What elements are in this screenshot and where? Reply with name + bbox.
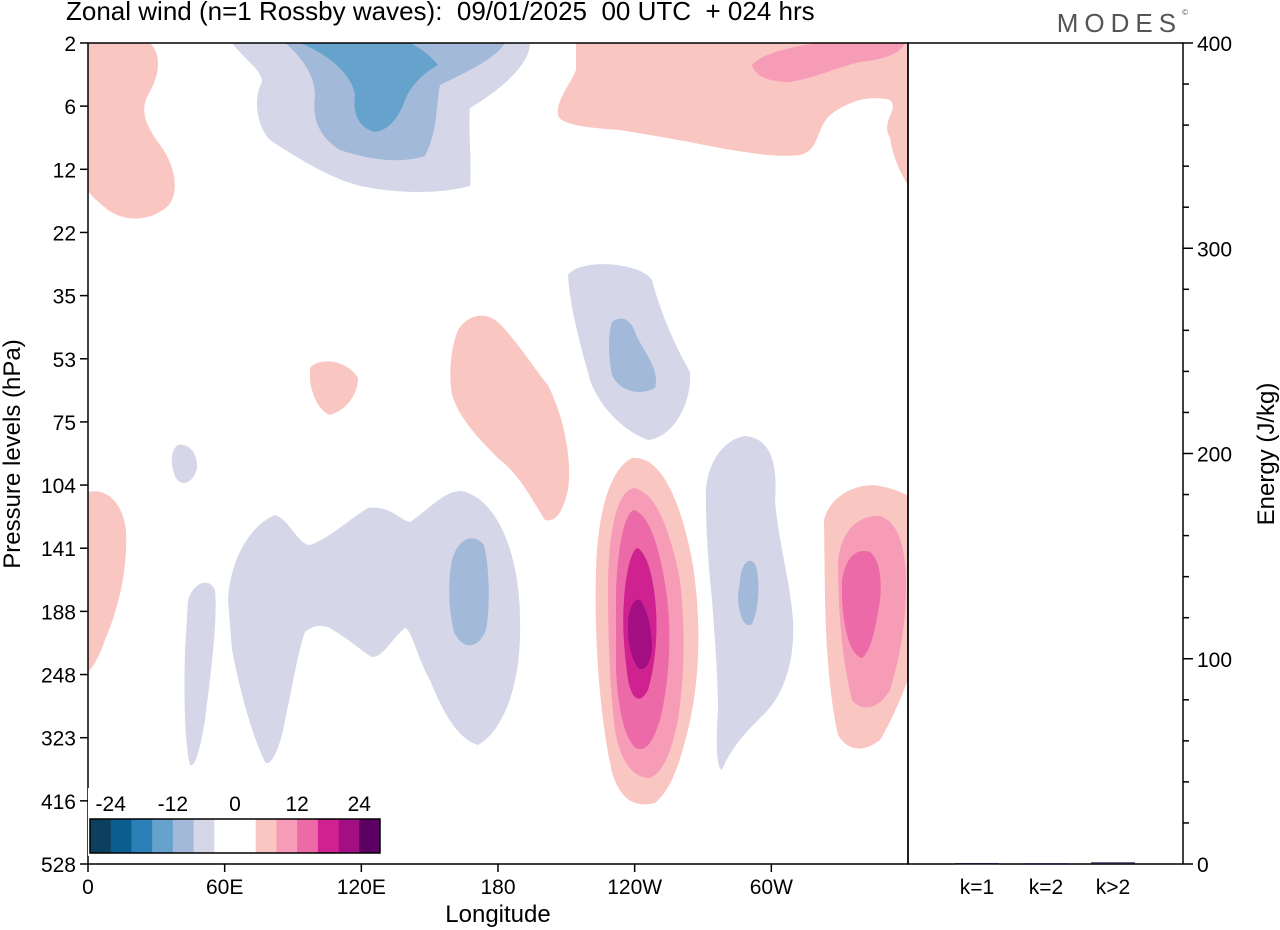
colorbar-swatch	[317, 819, 340, 853]
neg-right-core	[738, 560, 759, 626]
colorbar-tick-label: 0	[229, 793, 241, 816]
colorbar-swatch	[193, 819, 215, 853]
energy-bars: k=1 k=2 k>2	[955, 862, 1135, 899]
y-tick-label: 35	[53, 286, 76, 309]
y-tick-label: 188	[41, 601, 76, 624]
pos-mid-diagonal	[450, 315, 570, 521]
y-tick-label: 141	[41, 538, 76, 561]
colorbar-tick-label: 12	[285, 793, 308, 816]
colorbar-swatch	[297, 819, 319, 853]
pos-left-edge	[88, 491, 127, 672]
energy-frame	[907, 42, 1184, 865]
pos-max-core	[628, 599, 652, 670]
energy-bar	[1024, 863, 1068, 865]
pressure-axis: 2 6 12 22 35 53 75 104 141 188 248 323 416 528	[41, 33, 88, 877]
colorbar-swatch	[338, 819, 360, 853]
x-axis-label: Longitude	[445, 901, 550, 928]
x-tick-label: 180	[480, 876, 515, 899]
neg-thin-left	[184, 582, 216, 766]
energy-category-label: k=1	[960, 876, 994, 899]
colorbar-swatch	[359, 819, 381, 853]
colorbar-frame	[89, 818, 381, 854]
x-tick-label: 60E	[206, 876, 243, 899]
pos-right-inner	[842, 550, 881, 658]
neg-left-core	[449, 538, 489, 646]
y-tick-label: 104	[41, 475, 76, 498]
y-tick-label: 248	[41, 665, 76, 688]
energy-tick-label: 0	[1197, 854, 1209, 877]
y-tick-label: 323	[41, 728, 76, 751]
colorbar-swatch	[152, 819, 174, 853]
energy-category-label: k>2	[1096, 876, 1130, 899]
longitude-axis: 0 60E 120E 180 120W 60W	[82, 864, 793, 899]
colorbar-swatch	[172, 819, 195, 853]
pos-top-left	[88, 43, 175, 219]
colorbar-swatch	[276, 819, 298, 853]
energy-category-label: k=2	[1029, 876, 1063, 899]
colorbar-tick-label: -12	[158, 793, 188, 816]
energy-tick-label: 300	[1197, 238, 1232, 261]
x-tick-label: 0	[82, 876, 94, 899]
y-tick-label: 53	[53, 349, 76, 372]
energy-axis: 0 100 200 300 400	[1183, 33, 1232, 877]
y-tick-label: 6	[64, 96, 76, 119]
colorbar-tick-label: -24	[96, 793, 127, 816]
energy-tick-label: 200	[1197, 444, 1232, 467]
contour-positive-max	[628, 599, 652, 670]
energy-tick-label: 100	[1197, 649, 1232, 672]
colorbar-swatch	[90, 819, 112, 853]
energy-bar	[955, 862, 999, 865]
heatmap-contours	[88, 43, 908, 805]
contour-negative-strong	[300, 43, 438, 132]
colorbar-swatch	[255, 819, 277, 853]
energy-bar	[1091, 862, 1135, 864]
y-tick-label: 2	[64, 33, 76, 56]
x-tick-label: 120E	[337, 876, 386, 899]
x-tick-label: 60W	[750, 876, 793, 899]
colorbar-swatch	[214, 819, 236, 853]
y-tick-label: 416	[41, 791, 76, 814]
y-tick-label: 12	[53, 159, 76, 182]
colorbar-tick-label: 24	[348, 793, 372, 816]
y-axis-label: Pressure levels (hPa)	[0, 339, 26, 568]
chart-title: Zonal wind (n=1 Rossby waves): 09/01/202…	[66, 0, 815, 26]
energy-tick-label: 400	[1197, 33, 1232, 56]
y-tick-label: 75	[53, 412, 76, 435]
energy-axis-label: Energy (J/kg)	[1253, 383, 1280, 526]
colorbar-swatch	[110, 819, 132, 853]
pos-blob-small	[310, 361, 358, 415]
neg-top-core	[300, 43, 438, 132]
x-tick-label: 120W	[607, 876, 662, 899]
colorbar-swatch	[131, 819, 153, 853]
pos-top-right	[557, 43, 908, 185]
y-tick-label: 528	[41, 854, 76, 877]
neg-broad-left	[228, 490, 521, 764]
y-tick-label: 22	[53, 222, 76, 245]
pos-top-right-core	[752, 43, 905, 82]
modes-logo: MODES©	[1056, 8, 1188, 38]
colorbar-swatch	[235, 819, 257, 853]
neg-mid-upper-core	[609, 318, 657, 392]
neg-small-blob	[171, 444, 198, 483]
logo-text: MODES	[1056, 8, 1183, 38]
colorbar: -24 -12 0 12 24	[88, 788, 382, 856]
